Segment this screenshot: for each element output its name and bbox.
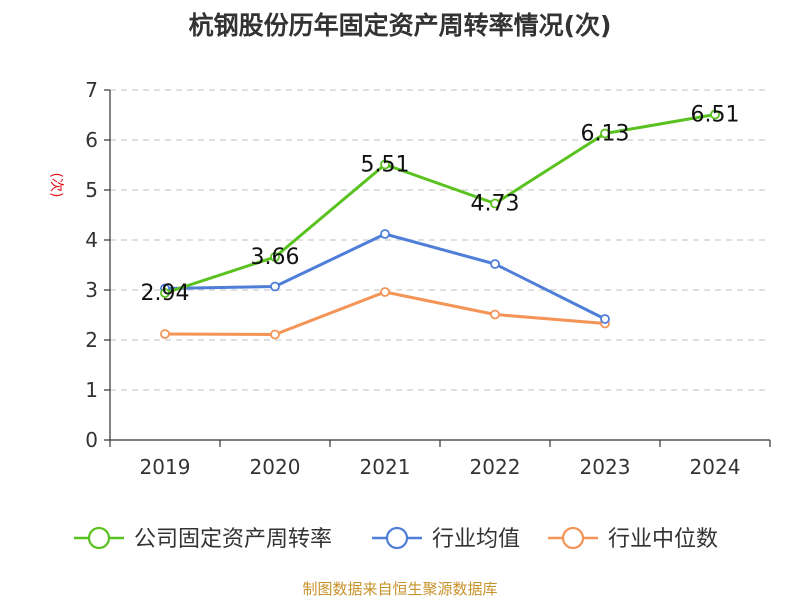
data-label: 4.73 [471,192,520,217]
legend-marker [561,526,585,550]
data-point [380,159,390,170]
y-axis-title: (次) [48,173,64,198]
x-tick-label: 2020 [250,455,301,479]
data-label: 3.66 [251,245,300,270]
data-point [490,259,500,269]
grid-lines [110,89,770,391]
chart-title: 杭钢股份历年固定资产周转率情况(次) [188,11,612,40]
data-label: 6.51 [691,103,740,128]
y-tick-label: 6 [85,128,98,152]
x-tick-label: 2021 [360,455,411,479]
y-tick-label: 5 [85,178,98,202]
series-lines [160,109,720,340]
y-tick-label: 3 [85,278,98,302]
y-tick-label: 0 [85,428,98,452]
data-point [600,314,610,324]
source-note: 制图数据来自恒生聚源数据库 [302,580,498,598]
data-point [490,198,500,209]
legend-marker [385,526,409,550]
axes: 0 1 2 3 4 5 6 7 2019 2020 2021 2022 2023 2024 (次) [48,78,771,479]
y-tick-label: 4 [85,228,98,252]
legend-item-label: 行业均值 [432,527,520,552]
x-tick-label: 2024 [690,455,741,479]
y-tick-label: 1 [85,378,98,402]
x-tick-label: 2019 [140,455,191,479]
legend-item-label: 行业中位数 [608,527,718,552]
x-tick-label: 2022 [470,455,521,479]
data-point [710,109,720,120]
data-point [380,229,390,239]
data-point [160,288,170,298]
legend-marker [87,526,111,550]
series-line [164,290,606,336]
y-tick-label: 7 [85,78,98,102]
series-line [164,113,716,295]
x-tick-label: 2023 [580,455,631,479]
data-point [380,287,390,297]
data-point [600,128,610,139]
series-line [164,232,606,321]
data-point [270,252,280,262]
data-labels: 2.94 3.66 5.51 4.73 6.13 6.51 [141,103,740,307]
data-point [160,329,170,339]
data-point [270,281,280,292]
data-label: 5.51 [361,153,410,178]
legend: 公司固定资产周转率 行业均值 行业中位数 [74,526,718,552]
data-point [270,329,280,340]
legend-item-label: 公司固定资产周转率 [134,527,332,552]
data-label: 6.13 [581,122,630,147]
y-tick-label: 2 [85,328,98,352]
data-point [490,309,500,320]
data-label: 2.94 [141,281,190,306]
